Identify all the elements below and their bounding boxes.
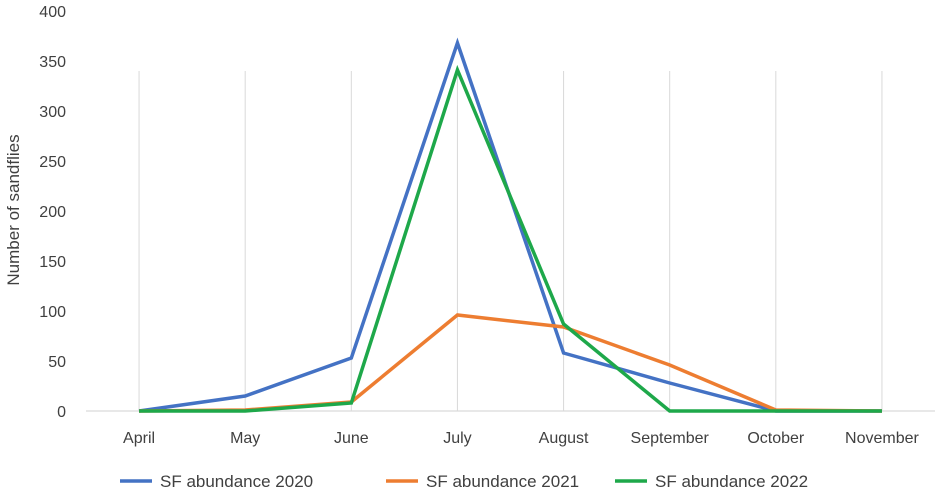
x-tick-april: April [123,430,155,447]
x-tick-june: June [334,430,369,447]
x-tick-august: August [539,430,589,447]
y-tick-100: 100 [39,304,66,321]
x-tick-labels: April May June July August September October No… [123,430,919,447]
y-tick-250: 250 [39,154,66,171]
y-tick-350: 350 [39,54,66,71]
x-tick-november: November [845,430,919,447]
legend-label: SF abundance 2020 [160,472,313,491]
series-line-3 [139,64,882,413]
x-tick-may: May [230,430,260,447]
x-tick-september: September [631,430,710,447]
legend-label: SF abundance 2022 [655,472,808,491]
y-tick-150: 150 [39,254,66,271]
x-tick-july: July [443,430,471,447]
series-line-2 [139,313,882,413]
y-axis-label: Number of sandflies [4,134,23,285]
legend-item-2: SF abundance 2021 [386,472,579,491]
y-tick-50: 50 [48,354,66,371]
vertical-gridlines [138,71,883,411]
y-tick-300: 300 [39,104,66,121]
legend-label: SF abundance 2021 [426,472,579,491]
y-tick-0: 0 [57,404,66,421]
x-tick-october: October [747,430,805,447]
y-tick-200: 200 [39,204,66,221]
legend: SF abundance 2020 SF abundance 2021 SF abu… [120,472,808,491]
series-line-1 [138,37,882,413]
legend-item-3: SF abundance 2022 [615,472,808,491]
series-lines [138,37,882,413]
legend-item-1: SF abundance 2020 [120,472,313,491]
y-tick-400: 400 [39,4,66,21]
y-tick-labels: 0 50 100 150 200 250 300 350 400 [39,4,66,421]
